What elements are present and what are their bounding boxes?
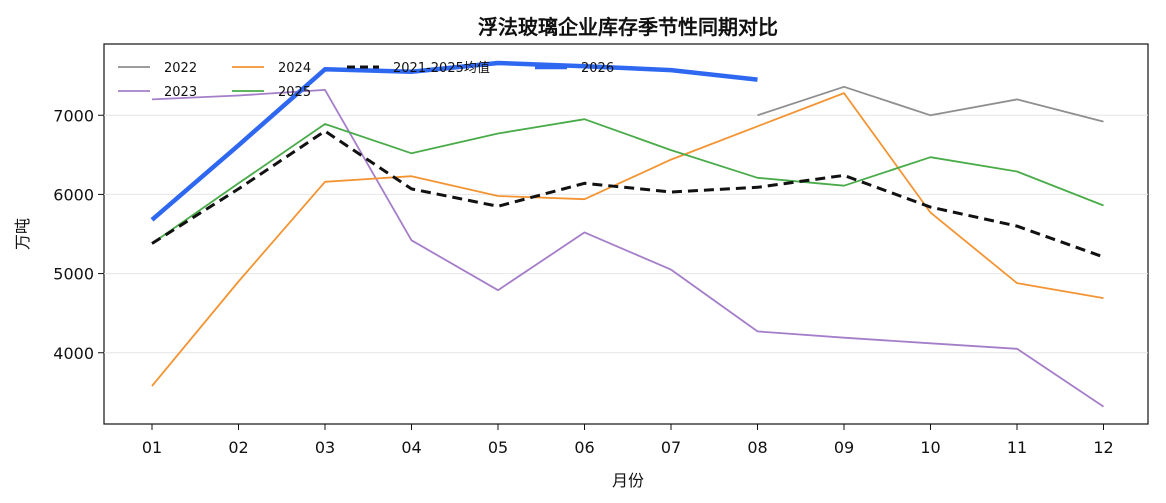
legend-label-4: 2021-2025均值: [393, 60, 490, 76]
grid-lines: [104, 114, 1148, 354]
legend-label-5: 2026: [581, 61, 614, 76]
y-tick-label: 4000: [53, 344, 94, 363]
y-axis: 4000 5000 6000 7000: [53, 106, 104, 363]
x-tick-label: 02: [228, 438, 248, 457]
x-tick-label: 05: [488, 438, 508, 457]
series-lines: [150, 60, 1105, 408]
series-line-1: [151, 89, 1105, 408]
x-tick-label: 12: [1093, 438, 1113, 457]
x-tick-label: 09: [834, 438, 854, 457]
y-axis-label: 万吨: [13, 218, 32, 250]
x-tick-label: 04: [401, 438, 421, 457]
x-tick-label: 06: [574, 438, 594, 457]
y-tick-label: 7000: [53, 106, 94, 125]
series-line-3: [151, 118, 1104, 245]
x-tick-label: 08: [747, 438, 767, 457]
x-tick-label: 03: [315, 438, 335, 457]
x-axis: 01 02 03 04 05 06 07 08 09 10 11 12: [142, 424, 1114, 457]
x-tick-label: 07: [661, 438, 681, 457]
plot-area: [103, 43, 1149, 425]
series-line-2: [151, 92, 1104, 387]
x-tick-label: 10: [920, 438, 940, 457]
y-tick-label: 5000: [53, 265, 94, 284]
legend: 2022 2023 2024 2025 2021-2025均值 2026: [118, 60, 614, 100]
y-tick-label: 6000: [53, 185, 94, 204]
legend-label-0: 2022: [164, 61, 197, 76]
legend-label-2: 2024: [278, 61, 311, 76]
x-axis-label: 月份: [612, 471, 644, 490]
series-line-5: [150, 60, 758, 222]
series-line-0: [757, 85, 1104, 123]
x-tick-label: 01: [142, 438, 162, 457]
legend-label-1: 2023: [164, 85, 197, 100]
chart-title: 浮法玻璃企业库存季节性同期对比: [478, 15, 778, 39]
legend-label-3: 2025: [278, 85, 311, 100]
series-line-4: [151, 129, 1105, 259]
x-tick-label: 11: [1007, 438, 1027, 457]
